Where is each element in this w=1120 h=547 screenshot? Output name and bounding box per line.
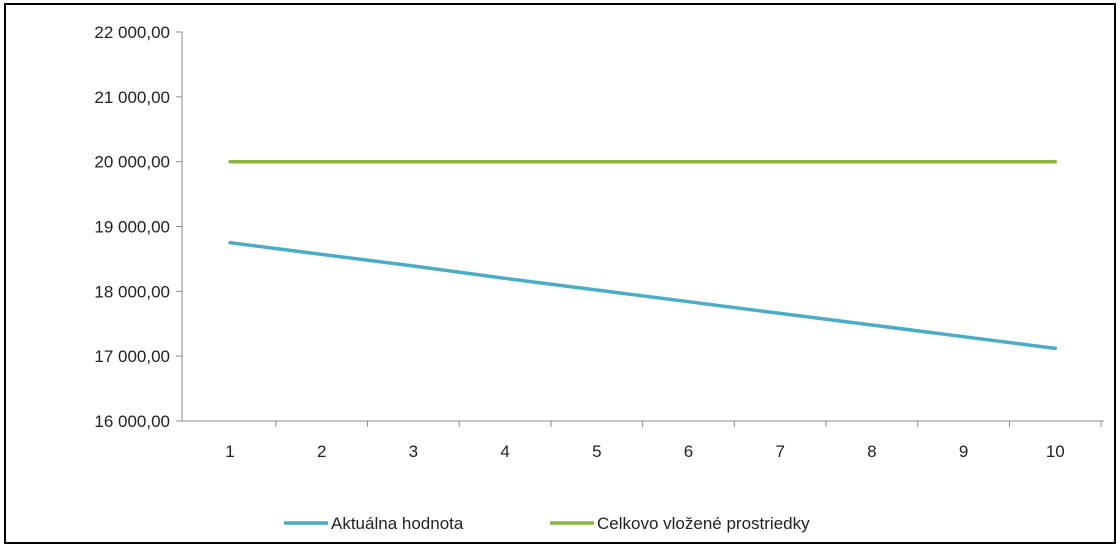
chart-frame: 16 000,00 17 000,00 18 000,00 19 000,00 20 0… <box>4 3 1116 544</box>
y-tick-label: 16 000,00 <box>94 412 170 431</box>
x-tick-label: 10 <box>1046 442 1065 461</box>
series-line-1 <box>228 240 1058 351</box>
legend-label: Aktuálna hodnota <box>331 514 464 533</box>
legend: Aktuálna hodnota Celkovo vložené prostrie… <box>284 514 810 533</box>
line-chart: 16 000,00 17 000,00 18 000,00 19 000,00 20 0… <box>94 23 1104 533</box>
x-tick-label: 8 <box>867 442 876 461</box>
x-tick-label: 5 <box>592 442 601 461</box>
y-tick-label: 22 000,00 <box>94 23 170 42</box>
x-tick-label: 9 <box>959 442 968 461</box>
y-tick-label: 17 000,00 <box>94 347 170 366</box>
series-layer <box>228 159 1058 351</box>
axes: 16 000,00 17 000,00 18 000,00 19 000,00 20 0… <box>94 23 1104 461</box>
y-tick-label: 21 000,00 <box>94 88 170 107</box>
y-tick-label: 18 000,00 <box>94 282 170 301</box>
y-tick-label: 20 000,00 <box>94 153 170 172</box>
x-tick-label: 4 <box>500 442 509 461</box>
y-tick-label: 19 000,00 <box>94 218 170 237</box>
x-tick-label: 1 <box>225 442 234 461</box>
x-tick-label: 6 <box>684 442 693 461</box>
x-tick-label: 7 <box>775 442 784 461</box>
x-tick-label: 3 <box>409 442 418 461</box>
x-tick-label: 2 <box>317 442 326 461</box>
legend-label: Celkovo vložené prostriedky <box>597 514 810 533</box>
